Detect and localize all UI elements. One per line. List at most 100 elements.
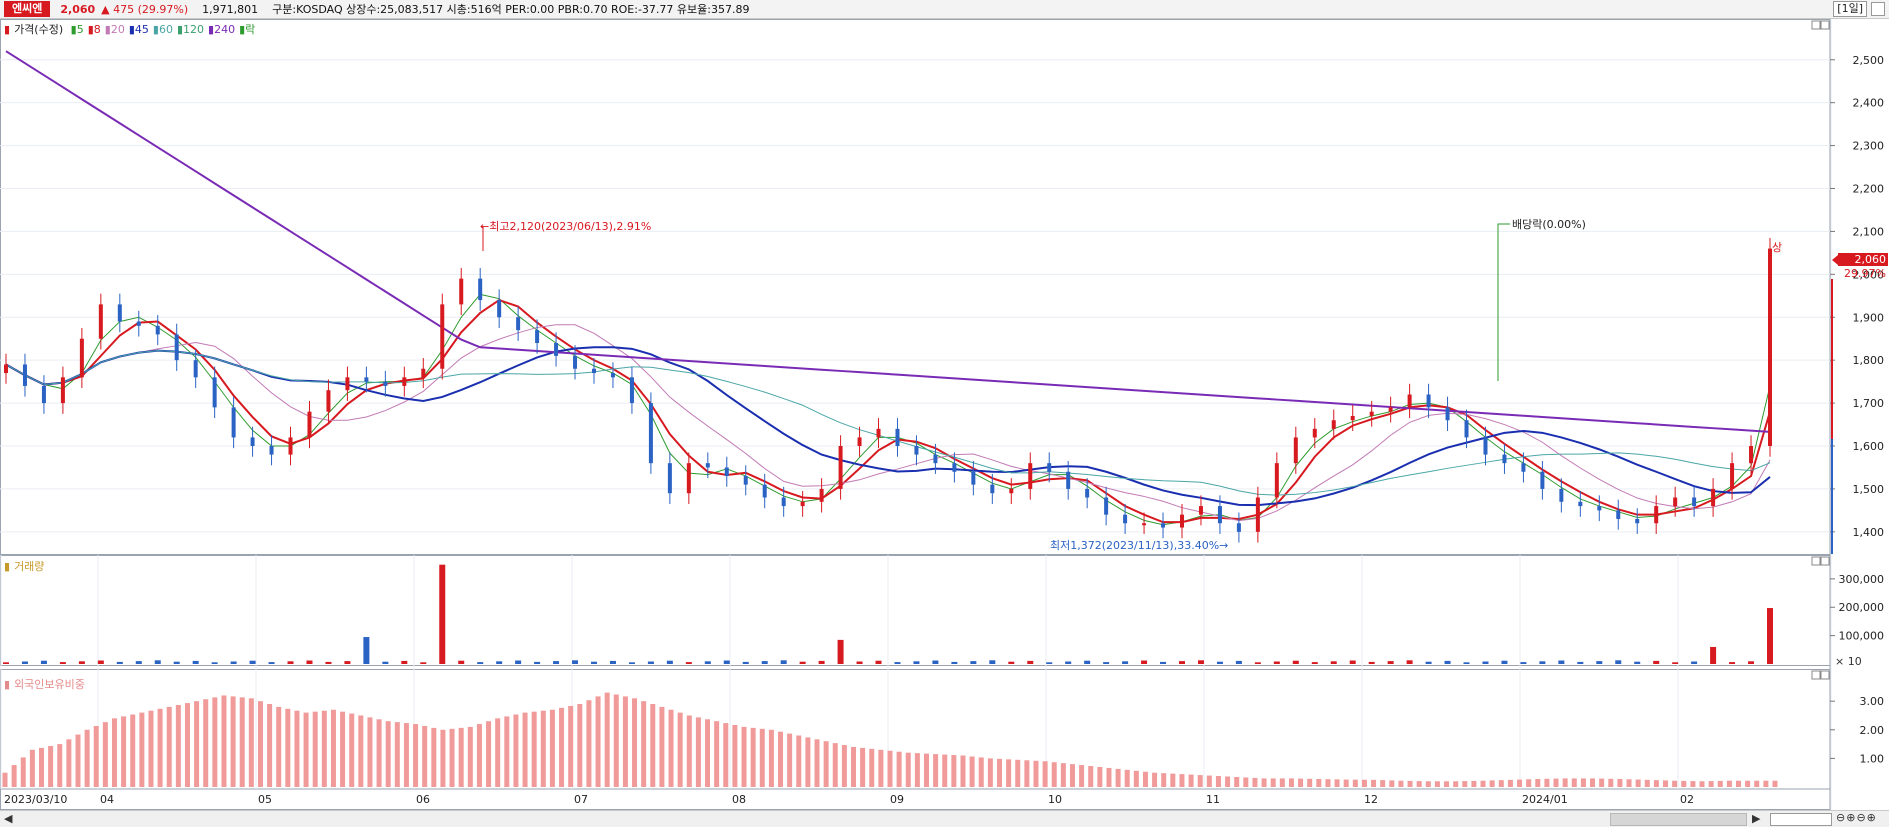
foreign-ratio-bar <box>650 704 656 787</box>
volume-bar <box>1216 661 1223 664</box>
scroll-right-icon[interactable]: ▶ <box>1752 812 1761 825</box>
candle-body <box>1028 463 1033 489</box>
volume-bar <box>1634 661 1641 664</box>
moving-average-line <box>5 350 1771 496</box>
candle-body <box>1066 471 1071 489</box>
volume-bar <box>192 660 199 664</box>
legend-item-5[interactable]: ▮120 <box>176 23 205 36</box>
candle-body <box>819 488 824 502</box>
foreign-ratio-bar <box>267 704 273 787</box>
candle-body <box>1293 437 1298 464</box>
foreign-ratio-bar <box>1225 776 1231 787</box>
scroll-bar[interactable]: ◀ ▶ ⊖⊕⊖⊕ <box>0 810 1889 827</box>
legend-item-7[interactable]: ▮락 <box>239 23 256 36</box>
volume-bar <box>1387 661 1394 664</box>
foreign-ratio-bar <box>1097 766 1103 787</box>
foreign-ratio-bar <box>358 715 364 787</box>
price-tick-label: 1,900 <box>1853 311 1885 324</box>
legend-item-3[interactable]: ▮45 <box>128 23 149 36</box>
price-tick-label: 2,400 <box>1853 97 1885 110</box>
foreign-ratio-bar <box>1599 778 1605 787</box>
foreign-ratio-bar <box>276 706 282 787</box>
volume-bar <box>609 660 616 664</box>
stock-chart[interactable]: 2,500 2,400 2,300 2,200 2,100 2,000 1,900 1,800… <box>0 19 1889 810</box>
period-selector[interactable]: [1일] <box>1833 1 1867 17</box>
foreign-ratio-bar <box>38 747 44 787</box>
foreign-ratio-bar <box>1717 780 1723 787</box>
foreign-ratio-bar <box>1754 780 1760 787</box>
candle-body <box>1692 497 1697 507</box>
foreign-ratio-bar <box>486 721 492 787</box>
volume-panel-max-button[interactable] <box>1811 556 1821 566</box>
foreign-ratio-bar <box>102 722 108 787</box>
price-tick-label: 2,000 <box>1853 268 1885 281</box>
candle-body <box>895 428 900 446</box>
foreign-tick-label: 1.00 <box>1860 752 1885 765</box>
legend-item-4[interactable]: ▮60 <box>152 23 173 36</box>
legend-item-1[interactable]: ▮8 <box>87 23 101 36</box>
legend-item-0[interactable]: ▮5 <box>70 23 84 36</box>
foreign-panel-close-button[interactable] <box>1820 670 1830 680</box>
zoom-slider[interactable] <box>1770 813 1832 826</box>
candle-body <box>1502 454 1507 464</box>
volume-bar <box>591 661 597 664</box>
volume-bar <box>1463 662 1470 664</box>
foreign-ratio-bar <box>403 723 409 787</box>
legend-item-2[interactable]: ▮20 <box>104 23 125 36</box>
foreign-ratio-bar <box>1215 776 1221 787</box>
low-label-text: 최저1,372(2023/11/13),33.40% <box>1050 539 1219 552</box>
stock-name[interactable]: 엔씨엔 <box>4 1 51 17</box>
volume-panel-close-button[interactable] <box>1820 556 1830 566</box>
candle-body <box>535 330 540 343</box>
zoom-out-icon[interactable]: ⊖ <box>1856 811 1867 824</box>
foreign-axis-ticks: 3.00 2.00 1.00 <box>1830 695 1884 765</box>
foreign-ratio-bar <box>2 772 8 787</box>
foreign-ratio-bar <box>1444 781 1450 787</box>
foreign-ratio-bar <box>987 758 993 787</box>
price-panel-max-button[interactable] <box>1811 20 1821 30</box>
foreign-ratio-bar <box>29 749 35 787</box>
volume-bar <box>363 637 370 664</box>
time-axis-label: 06 <box>416 793 430 806</box>
foreign-ratio-bar <box>887 750 893 787</box>
volume-bar <box>458 660 465 664</box>
foreign-panel-max-button[interactable] <box>1811 670 1821 680</box>
stock-info: 구분:KOSDAQ 상장수:25,083,517 시총:516억 PER:0.0… <box>272 3 750 16</box>
foreign-ratio-bar <box>431 727 437 787</box>
volume-bar <box>287 661 294 664</box>
candle-body <box>1559 488 1564 502</box>
legend-item-6[interactable]: ▮240 <box>208 23 236 36</box>
candle-body <box>781 497 786 507</box>
foreign-ratio-bar <box>1398 780 1404 787</box>
scroll-thumb[interactable] <box>1610 813 1747 826</box>
foreign-ratio-bar <box>1517 779 1523 787</box>
candle-body <box>4 364 8 374</box>
foreign-ratio-bar <box>1726 780 1732 787</box>
volume-bar <box>704 661 711 664</box>
zoom-reset-icon[interactable]: ⊖ <box>1836 811 1847 824</box>
foreign-ratio-bar <box>1170 773 1176 787</box>
foreign-ratio-bar <box>942 754 948 787</box>
foreign-ratio-bar <box>1316 778 1322 787</box>
foreign-ratio-bar <box>604 692 610 787</box>
candle-body <box>1142 523 1147 526</box>
candle-body <box>629 377 634 404</box>
zoom-in-icon[interactable]: ⊕ <box>1846 811 1857 824</box>
foreign-ratio-bar <box>20 757 26 787</box>
candle-body <box>971 471 976 485</box>
zoom-fit-icon[interactable]: ⊕ <box>1866 811 1877 824</box>
foreign-ratio-bar <box>1325 779 1331 787</box>
candle-body <box>136 321 141 326</box>
volume-bar <box>913 661 920 664</box>
panel-toggle-button[interactable] <box>1871 2 1885 16</box>
volume-bar <box>1501 660 1508 664</box>
scroll-left-icon[interactable]: ◀ <box>4 812 13 825</box>
time-axis-label: 2023/03/10 <box>4 793 67 806</box>
candle-body <box>1673 497 1678 507</box>
foreign-ratio-bar <box>148 710 154 787</box>
candle-body <box>667 463 672 494</box>
candle-body <box>1426 394 1431 408</box>
foreign-ratio-bar <box>1507 779 1513 787</box>
foreign-ratio-bar <box>111 718 117 787</box>
price-panel-close-button[interactable] <box>1820 20 1830 30</box>
